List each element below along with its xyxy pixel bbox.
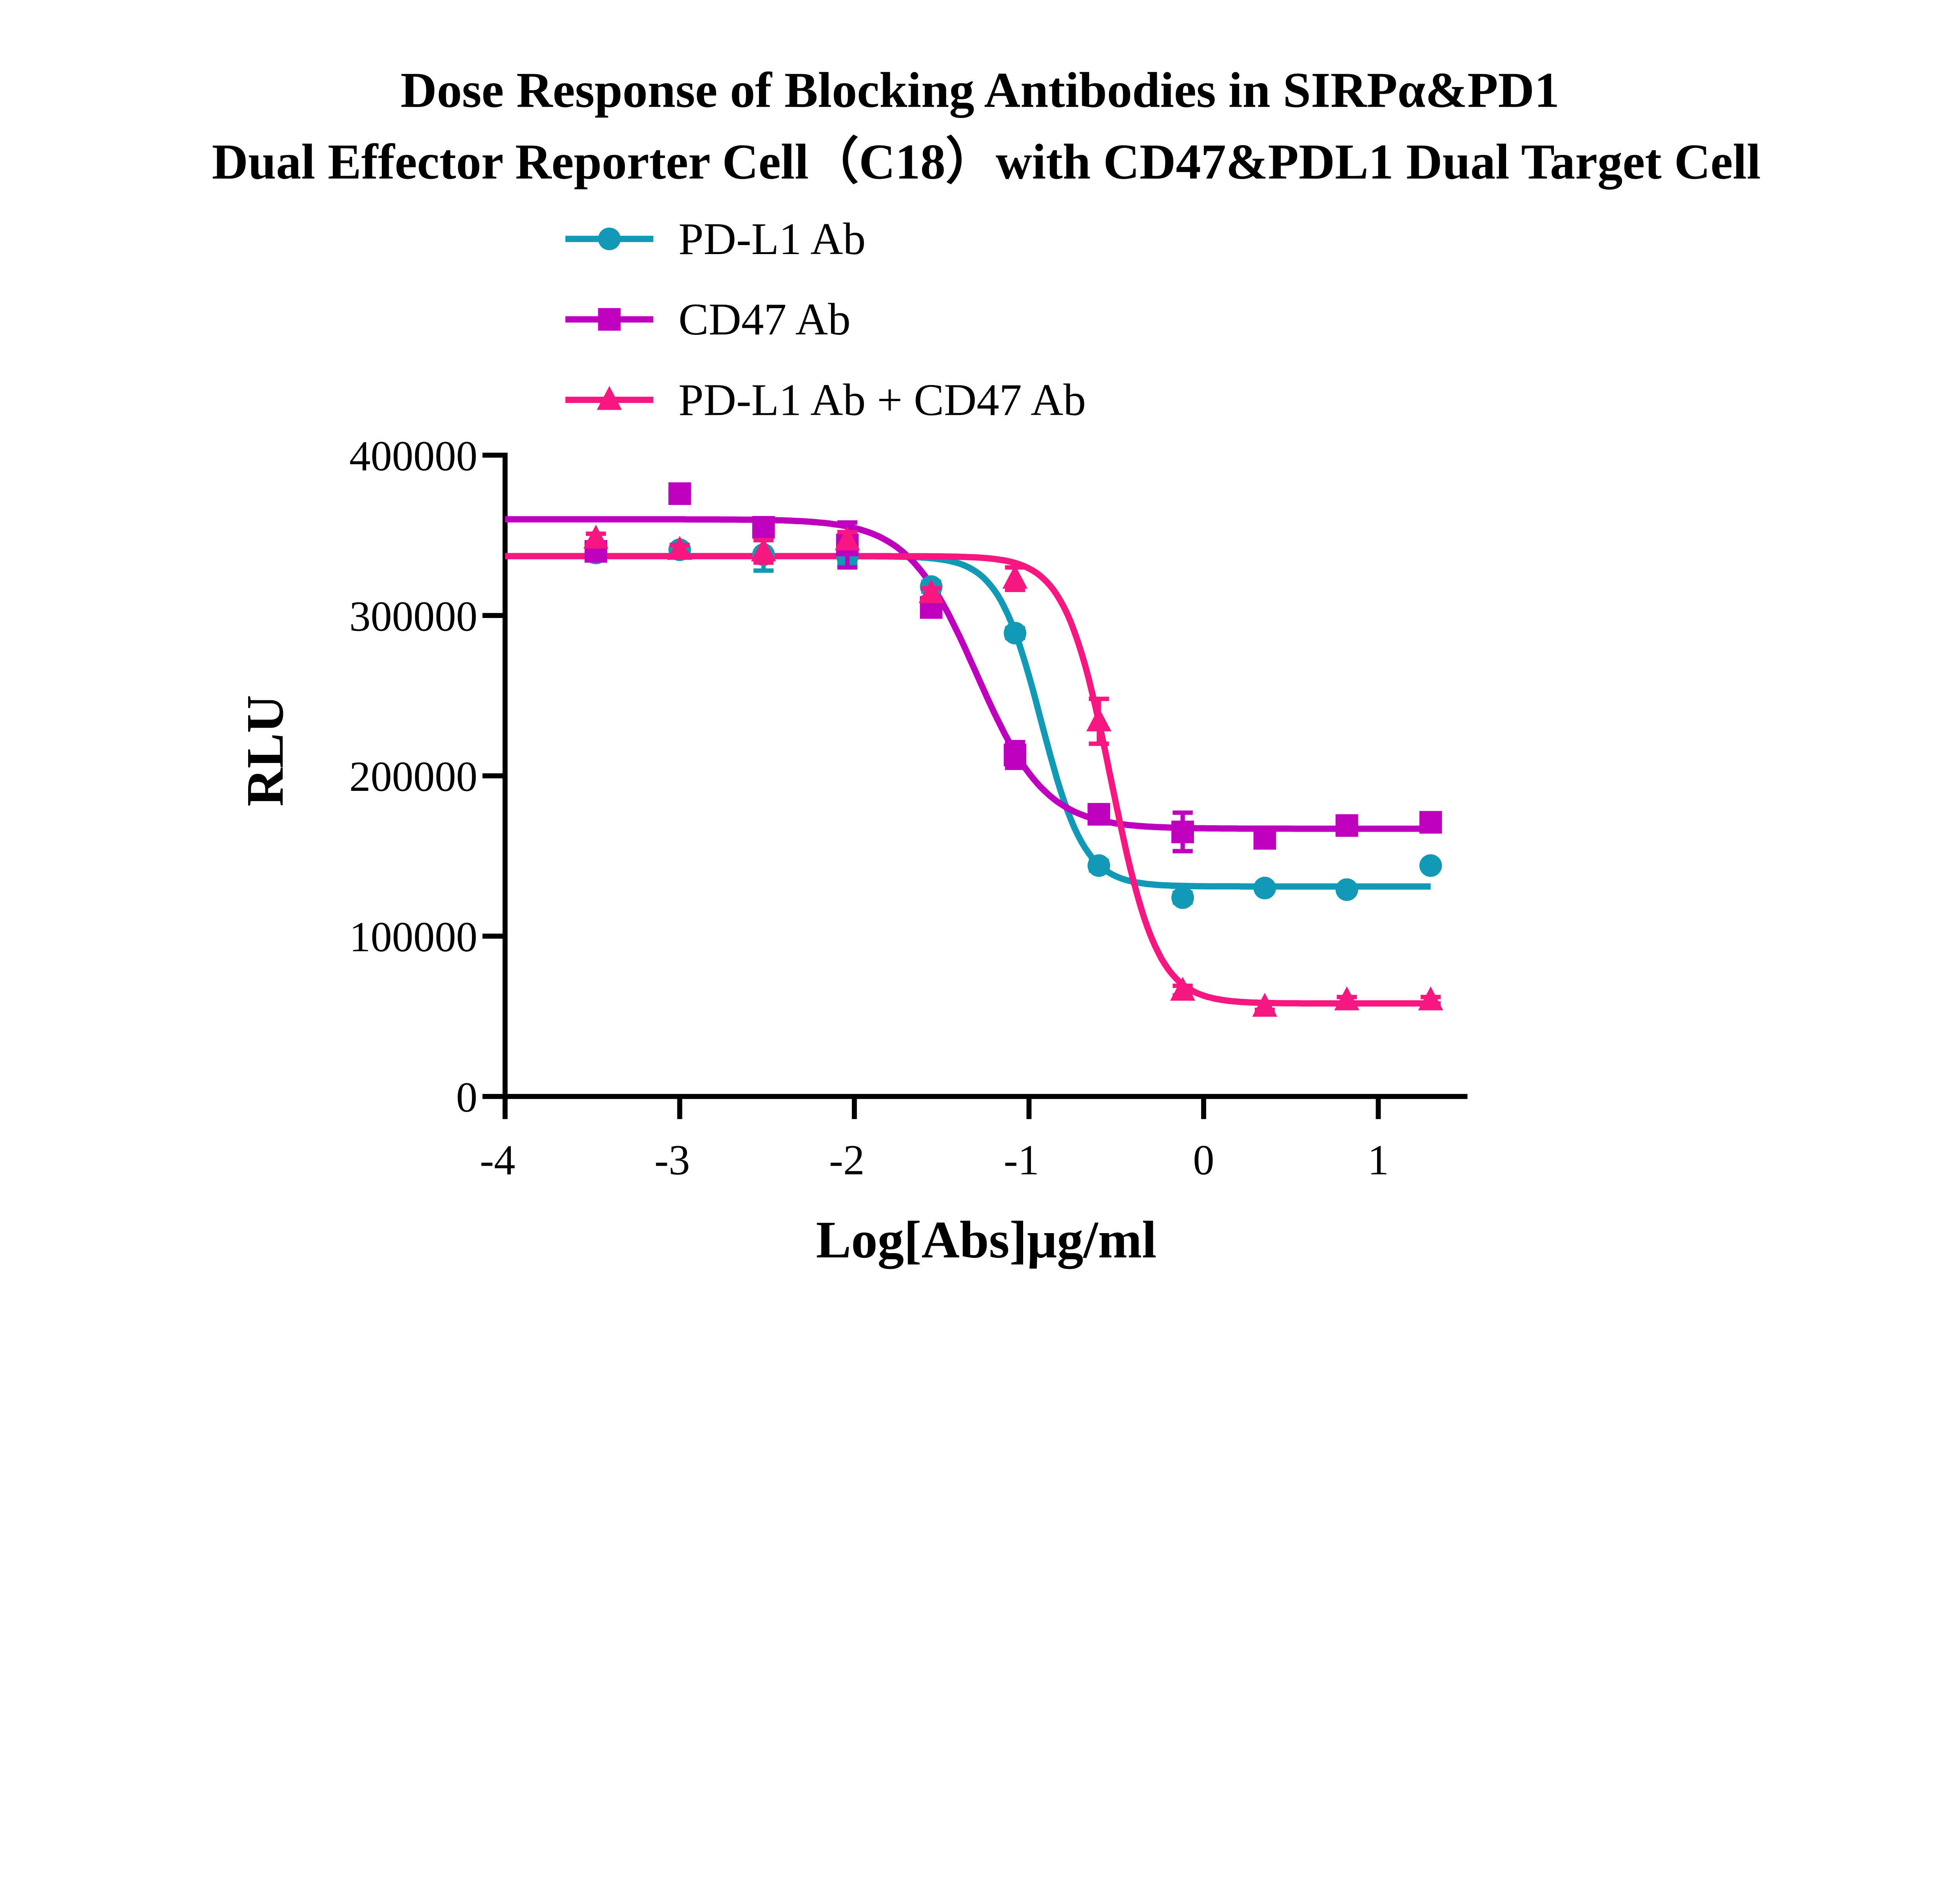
data-point-square bbox=[1253, 827, 1276, 850]
y-tick-label: 100000 bbox=[349, 913, 477, 961]
data-point-square bbox=[1419, 811, 1442, 834]
x-tick-label: -2 bbox=[829, 1136, 865, 1184]
legend: PD-L1 Ab CD47 Ab PD-L1 Ab + CD47 Ab bbox=[565, 214, 1086, 425]
fit-curve-1 bbox=[505, 516, 1431, 832]
data-point-triangle bbox=[1170, 977, 1196, 1001]
data-point-circle bbox=[1253, 877, 1276, 899]
y-tick-label: 400000 bbox=[349, 432, 477, 480]
data-point-square bbox=[1087, 803, 1111, 826]
data-point-triangle bbox=[1418, 986, 1443, 1010]
axes: 0 100000 200000 300000 400000 -4 -3 -2 -1 0 1 bbox=[349, 432, 1468, 1184]
data-point-square bbox=[668, 482, 691, 505]
dose-response-chart: Dose Response of Blocking Antibodies in … bbox=[212, 62, 1760, 1269]
data-point-square bbox=[1171, 820, 1194, 843]
legend-label: CD47 Ab bbox=[679, 294, 851, 344]
data-point-triangle bbox=[1002, 565, 1028, 589]
legend-marker-square bbox=[598, 308, 621, 331]
data-point-circle bbox=[1171, 886, 1194, 909]
data-point-triangle bbox=[1252, 993, 1278, 1017]
data-point-square bbox=[752, 516, 775, 539]
data-point-triangle bbox=[1334, 986, 1359, 1010]
fit-curves bbox=[505, 516, 1431, 1007]
data-point-triangle bbox=[1086, 707, 1112, 732]
x-tick-label: 0 bbox=[1193, 1136, 1214, 1184]
data-point-circle bbox=[1335, 878, 1358, 901]
data-point-circle bbox=[1087, 854, 1111, 877]
data-point-square bbox=[1004, 743, 1027, 767]
chart-title-line-1: Dose Response of Blocking Antibodies in … bbox=[401, 62, 1559, 118]
legend-label: PD-L1 Ab + CD47 Ab bbox=[679, 374, 1086, 425]
data-point-triangle bbox=[751, 537, 776, 561]
x-tick-label: -3 bbox=[654, 1136, 690, 1184]
legend-marker-triangle bbox=[597, 386, 622, 410]
data-point-triangle bbox=[667, 536, 693, 560]
data-points bbox=[583, 482, 1443, 1017]
data-point-circle bbox=[1004, 621, 1027, 645]
data-point-triangle bbox=[583, 525, 609, 549]
x-tick-label: 1 bbox=[1368, 1136, 1389, 1184]
data-point-triangle bbox=[918, 579, 944, 603]
x-tick-label: -1 bbox=[1004, 1136, 1039, 1184]
fit-curve-0 bbox=[505, 553, 1431, 890]
fit-curve-2 bbox=[505, 553, 1431, 1007]
x-tick-label: -4 bbox=[480, 1136, 515, 1184]
data-point-triangle bbox=[835, 526, 860, 550]
chart-title-line-2: Dual Effector Reporter Cell（C18）with CD4… bbox=[212, 134, 1760, 190]
y-tick-label: 0 bbox=[456, 1074, 477, 1121]
data-point-circle bbox=[1419, 854, 1442, 877]
legend-label: PD-L1 Ab bbox=[679, 214, 866, 264]
y-tick-label: 200000 bbox=[349, 753, 477, 800]
y-tick-label: 300000 bbox=[349, 592, 477, 640]
legend-marker-circle bbox=[598, 227, 621, 251]
x-axis-label: Log[Abs]μg/ml bbox=[816, 1211, 1157, 1269]
data-point-square bbox=[1335, 814, 1358, 837]
y-axis-label: RLU bbox=[236, 695, 294, 806]
